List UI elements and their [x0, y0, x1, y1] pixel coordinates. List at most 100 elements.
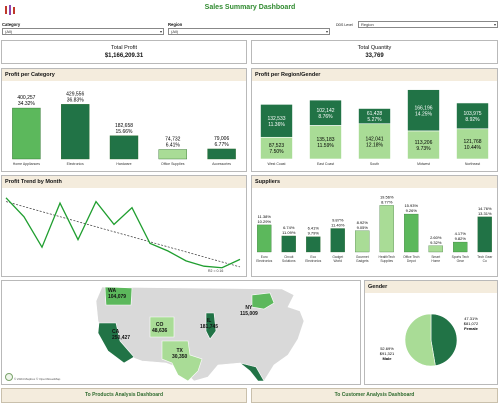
chevron-down-icon: ▾ [159, 29, 162, 34]
category-percent-label: 6.77% [215, 142, 230, 148]
supplier-axis-label: Circuit [284, 255, 293, 259]
supplier-percent-second: 9.79% [308, 231, 320, 236]
region-filter-label: Region [168, 22, 183, 27]
state-il [205, 312, 217, 340]
region-lower-value: 121,768 [463, 139, 481, 145]
profit-trend-panel: Profit Trend by Month R2 = 0.16 [1, 175, 247, 277]
map-label-wa: WA 104,079 [108, 288, 127, 300]
male-amount: $91,321 [380, 351, 395, 356]
female-percent: 47.31% [464, 316, 478, 321]
suppliers-title: Suppliers [252, 176, 497, 188]
region-upper-value: 61,428 [367, 111, 383, 117]
total-profit-card: Total Profit $1,166,209.31 [1, 40, 247, 64]
region-bar-upper [260, 104, 293, 138]
supplier-percent-second: 9.32% [430, 240, 442, 245]
chevron-down-icon: ▾ [325, 29, 328, 34]
supplier-bar [257, 224, 272, 253]
category-percent-label: 34.32% [18, 101, 36, 107]
supplier-axis-label-2: Depot [407, 259, 416, 263]
supplier-percent-second: 9.26% [406, 208, 418, 213]
region-lower-percent: 10.44% [464, 145, 482, 151]
state-co [149, 316, 175, 338]
supplier-percent-top: 6.74% [283, 225, 295, 230]
region-lower-percent: 12.18% [366, 142, 384, 148]
supplier-percent-top: 4.17% [455, 231, 467, 236]
supplier-axis-label-2: Co [483, 259, 487, 263]
map-label-ny: NY 115,009 [240, 305, 258, 317]
profit-line [5, 197, 241, 269]
category-value-label: 74,732 [165, 136, 181, 142]
state-ny [251, 292, 275, 310]
profit-category-title: Profit per Category [2, 69, 246, 81]
region-upper-value: 132,533 [267, 116, 285, 122]
total-quantity-value: 33,769 [365, 53, 384, 59]
level-filter[interactable]: Region ▾ [358, 21, 498, 28]
supplier-percent-second: 9.82% [455, 236, 467, 241]
supplier-percent-second: 9.05% [357, 225, 369, 230]
region-bar-upper [456, 102, 489, 130]
supplier-axis-label: Gadget [332, 255, 343, 259]
region-axis-label: Northeast [465, 162, 480, 166]
supplier-percent-second: 13.31% [478, 211, 492, 216]
supplier-axis-label: Sports Tech [452, 255, 470, 259]
category-filter-label: Category [2, 22, 21, 27]
male-percent: 52.69% [380, 346, 394, 351]
supplier-percent-top: 8.92% [357, 220, 369, 225]
category-bar [12, 107, 41, 160]
female-label: Female [464, 326, 479, 331]
level-filter-label: DDS Level [336, 23, 353, 27]
supplier-bar [306, 236, 321, 253]
category-filter[interactable]: (All) ▾ [2, 28, 164, 35]
supplier-axis-label-2: Home [431, 259, 440, 263]
chevron-down-icon: ▾ [493, 22, 496, 27]
supplier-axis-label: Eco [310, 255, 316, 259]
products-dashboard-button[interactable]: To Products Analysis Dashboard [1, 388, 247, 403]
region-lower-percent: 11.59% [317, 143, 334, 149]
category-bar [61, 104, 90, 160]
region-upper-value: 103,975 [463, 111, 481, 117]
region-axis-label: West Coast [267, 162, 285, 166]
category-axis-label: Electronics [67, 162, 84, 166]
us-map[interactable] [2, 281, 360, 384]
category-value-label: 79,006 [214, 136, 230, 142]
region-upper-value: 166,196 [414, 105, 432, 111]
logo [4, 3, 16, 15]
region-lower-value: 87,523 [269, 143, 285, 149]
supplier-axis-label: Tech Gear [477, 255, 493, 259]
supplier-percent-second: 10.29% [257, 219, 271, 224]
customer-dashboard-button[interactable]: To Customer Analysis Dashboard [251, 388, 498, 403]
profit-trend-chart: R2 = 0.16 [5, 197, 241, 273]
supplier-percent-top: 9.87% [332, 218, 344, 223]
supplier-axis-label: Office Tech [403, 255, 420, 259]
category-axis-label: Office Supplies [161, 162, 185, 166]
region-lower-value: 113,206 [415, 140, 433, 146]
region-filter[interactable]: (All) ▾ [168, 28, 330, 35]
page-title: Sales Summary Dashboard [204, 4, 296, 11]
map-panel[interactable]: WA 104,079 CA 250,427 CO 48,636 TX 30,350 IL… [1, 280, 361, 385]
region-lower-value: 135,183 [316, 137, 334, 143]
male-label: Male [383, 356, 393, 361]
state-ca [97, 322, 135, 364]
gender-slice [430, 313, 458, 366]
region-upper-value: 102,142 [316, 108, 334, 114]
profit-category-panel: Profit per Category 400,257 34.32% Home Ap… [1, 68, 247, 172]
supplier-axis-label: Smart [431, 255, 440, 259]
supplier-percent-top: 6.41% [308, 226, 320, 231]
category-percent-label: 6.41% [166, 142, 181, 148]
map-attribution: © 2024 Mapbox © OpenStreetMap [14, 377, 61, 381]
category-axis-label: Home Appliances [13, 162, 40, 166]
category-value-label: 400,257 [17, 95, 35, 101]
supplier-axis-label: Gourmet [356, 255, 369, 259]
region-axis-label: Midwest [417, 162, 430, 166]
profit-region-title: Profit per Region/Gender [252, 69, 497, 81]
female-amount: $81,072 [464, 321, 479, 326]
region-bar-upper [407, 89, 440, 132]
state-tx [161, 340, 203, 382]
region-upper-percent: 8.76% [318, 114, 333, 120]
gender-panel: Gender 47.31% $81,072 Female 52.69% $91,321 M… [364, 280, 498, 385]
category-value-label: 429,556 [66, 91, 84, 97]
region-bar-lower [309, 125, 342, 160]
mapbox-logo-icon [5, 373, 13, 381]
